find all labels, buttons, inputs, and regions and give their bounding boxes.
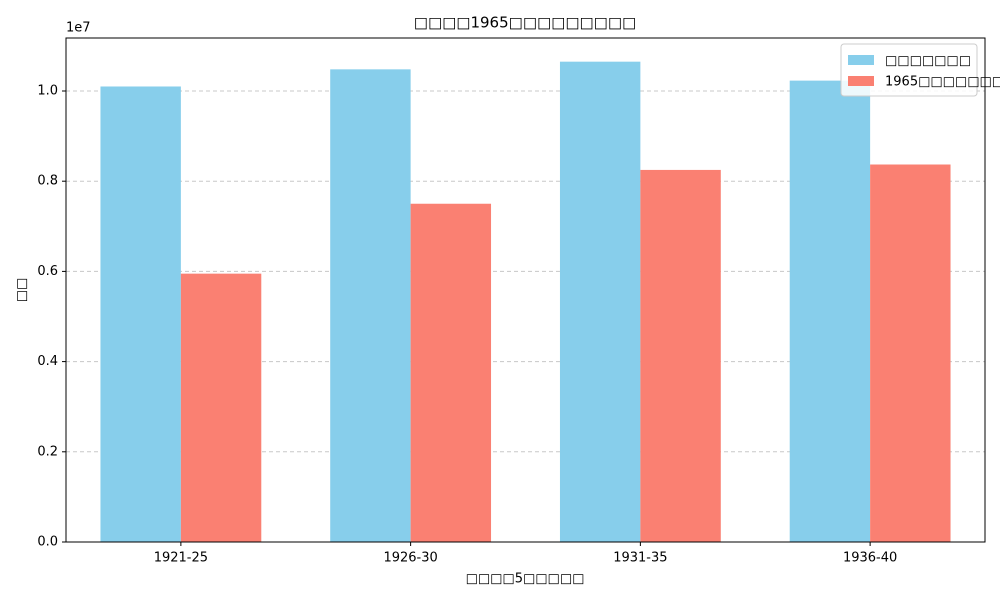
- chart-title: □□□□1965□□□□□□□□□: [414, 14, 636, 32]
- bar: [100, 86, 181, 543]
- y-tick-label: 0.2: [37, 444, 58, 459]
- legend-box: [840, 43, 978, 97]
- bar: [559, 61, 641, 542]
- y-tick-label: 0.8: [37, 174, 58, 189]
- y-tick-label: 0.4: [37, 354, 58, 369]
- legend-label: □□□□□□□: [885, 54, 971, 69]
- bar: [789, 80, 871, 543]
- bar: [870, 164, 951, 542]
- bar: [180, 273, 262, 542]
- bar: [410, 203, 492, 542]
- y-tick-label: 0.6: [37, 264, 58, 279]
- x-tick-label: 1931-35: [613, 551, 667, 566]
- legend-swatch: [848, 76, 874, 86]
- bar: [640, 169, 721, 542]
- y-tick-label: 0.0: [37, 535, 58, 550]
- y-tick-label: 1.0: [37, 83, 58, 98]
- bar: [330, 69, 411, 542]
- y-offset-label: 1e7: [66, 21, 91, 36]
- x-axis-label: □□□□5□□□□□: [466, 572, 585, 587]
- x-tick-label: 1921-25: [154, 551, 208, 566]
- x-tick-label: 1936-40: [843, 551, 897, 566]
- legend-label: 1965□□□□□□□: [885, 75, 1000, 90]
- x-tick-label: 1926-30: [383, 551, 437, 566]
- legend-swatch: [848, 55, 874, 65]
- y-axis-label: □□: [15, 278, 30, 303]
- plot-frame: [65, 37, 986, 543]
